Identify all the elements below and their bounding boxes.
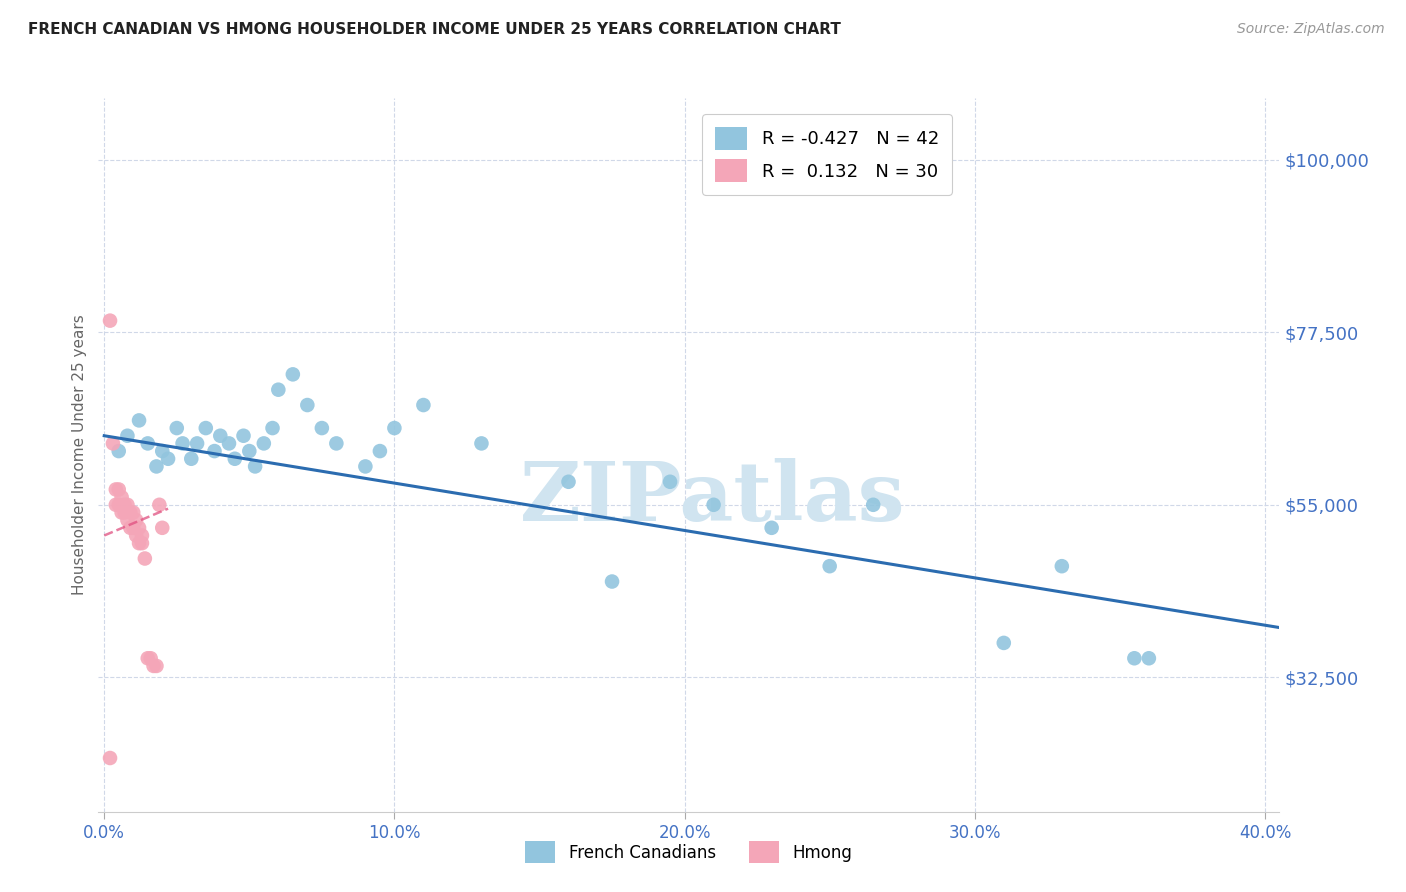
Point: [98, 313, 121, 327]
Point: [354, 459, 377, 474]
Point: [150, 444, 173, 458]
Point: [703, 498, 725, 512]
Point: [111, 506, 134, 520]
Point: [117, 498, 139, 512]
Point: [134, 551, 156, 566]
Point: [1123, 651, 1146, 665]
Point: [557, 475, 579, 489]
Point: [104, 498, 127, 512]
Point: [107, 498, 129, 512]
Point: [218, 436, 240, 450]
Point: [180, 451, 202, 466]
Point: [136, 436, 159, 450]
Point: [194, 421, 217, 435]
Point: [125, 513, 148, 527]
Point: [128, 521, 150, 535]
Point: [325, 436, 347, 450]
Text: FRENCH CANADIAN VS HMONG HOUSEHOLDER INCOME UNDER 25 YEARS CORRELATION CHART: FRENCH CANADIAN VS HMONG HOUSEHOLDER INC…: [28, 22, 841, 37]
Point: [117, 513, 139, 527]
Point: [267, 383, 290, 397]
Text: Source: ZipAtlas.com: Source: ZipAtlas.com: [1237, 22, 1385, 37]
Point: [150, 521, 173, 535]
Point: [232, 428, 254, 442]
Point: [209, 428, 232, 442]
Point: [297, 398, 319, 412]
Text: ZIPatlas: ZIPatlas: [520, 458, 905, 538]
Point: [993, 636, 1015, 650]
Point: [238, 444, 260, 458]
Point: [139, 651, 162, 665]
Point: [818, 559, 841, 574]
Point: [104, 483, 127, 497]
Point: [600, 574, 623, 589]
Point: [659, 475, 682, 489]
Point: [412, 398, 434, 412]
Point: [253, 436, 276, 450]
Point: [145, 459, 167, 474]
Point: [131, 536, 153, 550]
Point: [120, 506, 142, 520]
Point: [128, 536, 150, 550]
Point: [311, 421, 333, 435]
Point: [186, 436, 208, 450]
Point: [101, 436, 124, 450]
Point: [224, 451, 246, 466]
Point: [384, 421, 406, 435]
Point: [117, 428, 139, 442]
Point: [107, 444, 129, 458]
Point: [131, 528, 153, 542]
Point: [1137, 651, 1160, 665]
Point: [761, 521, 783, 535]
Point: [148, 498, 170, 512]
Point: [204, 444, 226, 458]
Point: [243, 459, 266, 474]
Point: [862, 498, 884, 512]
Point: [281, 368, 304, 382]
Point: [262, 421, 284, 435]
Point: [122, 521, 145, 535]
Point: [1050, 559, 1073, 574]
Point: [122, 506, 145, 520]
Y-axis label: Householder Income Under 25 years: Householder Income Under 25 years: [72, 315, 87, 595]
Legend: French Canadians, Hmong: French Canadians, Hmong: [517, 833, 860, 871]
Point: [120, 521, 142, 535]
Point: [145, 659, 167, 673]
Point: [111, 490, 134, 504]
Point: [142, 659, 165, 673]
Point: [107, 483, 129, 497]
Point: [166, 421, 188, 435]
Point: [368, 444, 391, 458]
Point: [128, 413, 150, 427]
Point: [114, 506, 136, 520]
Point: [98, 751, 121, 765]
Point: [172, 436, 194, 450]
Point: [114, 498, 136, 512]
Point: [125, 528, 148, 542]
Point: [157, 451, 180, 466]
Point: [136, 651, 159, 665]
Point: [470, 436, 492, 450]
